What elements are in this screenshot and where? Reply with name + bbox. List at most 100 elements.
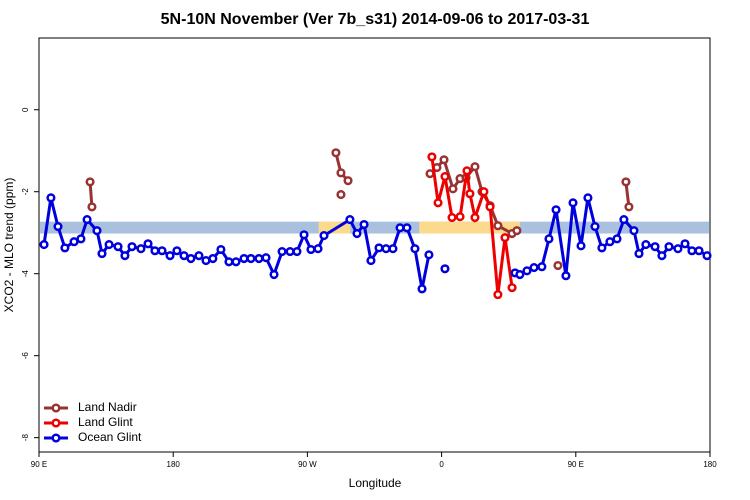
data-point <box>551 205 561 215</box>
legend-label: Land Nadir <box>78 400 137 414</box>
data-point <box>629 226 639 236</box>
data-point <box>515 269 525 280</box>
data-point <box>165 251 175 261</box>
data-point <box>493 290 503 300</box>
data-point <box>331 148 341 158</box>
data-point <box>597 243 607 253</box>
data-point <box>702 251 712 261</box>
legend-label: Land Glint <box>78 415 133 429</box>
data-point <box>493 221 503 231</box>
data-point <box>82 215 92 225</box>
y-axis-label: XCO2 - MLO trend (ppm) <box>2 178 16 313</box>
data-point <box>439 155 449 165</box>
legend-label: Ocean Glint <box>78 430 142 444</box>
data-point <box>433 198 443 208</box>
data-point <box>127 242 137 252</box>
data-point <box>576 241 586 251</box>
data-point <box>313 244 323 254</box>
data-point <box>46 193 56 203</box>
data-point <box>402 223 412 233</box>
data-point <box>657 251 667 261</box>
data-point <box>231 257 241 267</box>
data-point <box>424 250 434 260</box>
x-axis-label: Longitude <box>349 476 402 490</box>
data-point <box>359 219 369 230</box>
data-point <box>624 202 634 212</box>
data-point <box>336 168 346 178</box>
data-point <box>366 256 376 266</box>
data-point <box>694 246 704 256</box>
data-point <box>522 266 532 276</box>
data-point <box>507 283 517 293</box>
data-point <box>583 193 593 203</box>
data-point <box>417 284 427 294</box>
data-point <box>269 269 279 280</box>
data-point <box>605 237 615 247</box>
data-point <box>113 242 123 252</box>
data-point <box>285 247 295 257</box>
data-point <box>448 184 458 194</box>
reference-band <box>40 221 709 234</box>
y-tick-label: 0 <box>21 107 30 112</box>
data-point <box>254 253 264 264</box>
plot-frame <box>38 37 711 453</box>
data-point <box>561 271 571 281</box>
data-point <box>85 177 95 187</box>
data-point <box>60 243 70 253</box>
data-point <box>120 251 130 261</box>
data-point <box>374 243 384 253</box>
x-tick-label: 180 <box>167 460 181 469</box>
data-point <box>143 239 153 249</box>
data-point <box>336 190 346 200</box>
data-point <box>292 247 302 257</box>
data-point <box>179 251 189 261</box>
x-tick-label: 90 E <box>31 460 47 469</box>
data-point <box>673 244 683 254</box>
data-point <box>277 247 287 257</box>
data-point <box>664 242 674 252</box>
data-point <box>544 234 554 244</box>
data-point <box>529 262 539 273</box>
y-tick-label: -6 <box>21 352 30 360</box>
data-point <box>194 251 204 261</box>
data-point <box>53 222 63 232</box>
data-point <box>239 253 249 264</box>
data-point <box>150 246 160 256</box>
data-point <box>634 249 644 259</box>
data-point <box>641 240 651 250</box>
y-tick-label: -8 <box>21 434 30 442</box>
data-point <box>104 240 114 250</box>
data-point <box>216 244 226 255</box>
data-point <box>440 171 450 182</box>
data-point <box>201 256 211 266</box>
data-point <box>479 187 489 197</box>
y-tick-label: -2 <box>21 188 30 196</box>
data-point <box>395 223 405 233</box>
data-point <box>157 246 167 256</box>
data-point <box>319 231 329 241</box>
x-tick-label: 180 <box>703 460 717 469</box>
data-point <box>447 212 457 223</box>
data-point <box>590 222 600 232</box>
data-point <box>650 242 660 252</box>
data-point <box>76 234 86 244</box>
data-point <box>568 198 578 208</box>
data-point <box>352 228 362 239</box>
data-point <box>172 246 182 256</box>
data-point <box>343 176 353 186</box>
data-point <box>485 202 495 212</box>
data-point <box>388 244 398 254</box>
data-point <box>97 249 107 259</box>
data-point <box>621 177 631 187</box>
data-point <box>208 253 218 264</box>
data-point <box>224 257 234 267</box>
data-point <box>186 253 196 264</box>
data-point <box>440 264 450 274</box>
data-point <box>455 212 465 222</box>
data-point <box>39 240 49 250</box>
x-tick-label: 0 <box>439 460 444 469</box>
data-point <box>306 244 316 255</box>
data-point <box>345 215 355 225</box>
data-point <box>462 166 472 176</box>
